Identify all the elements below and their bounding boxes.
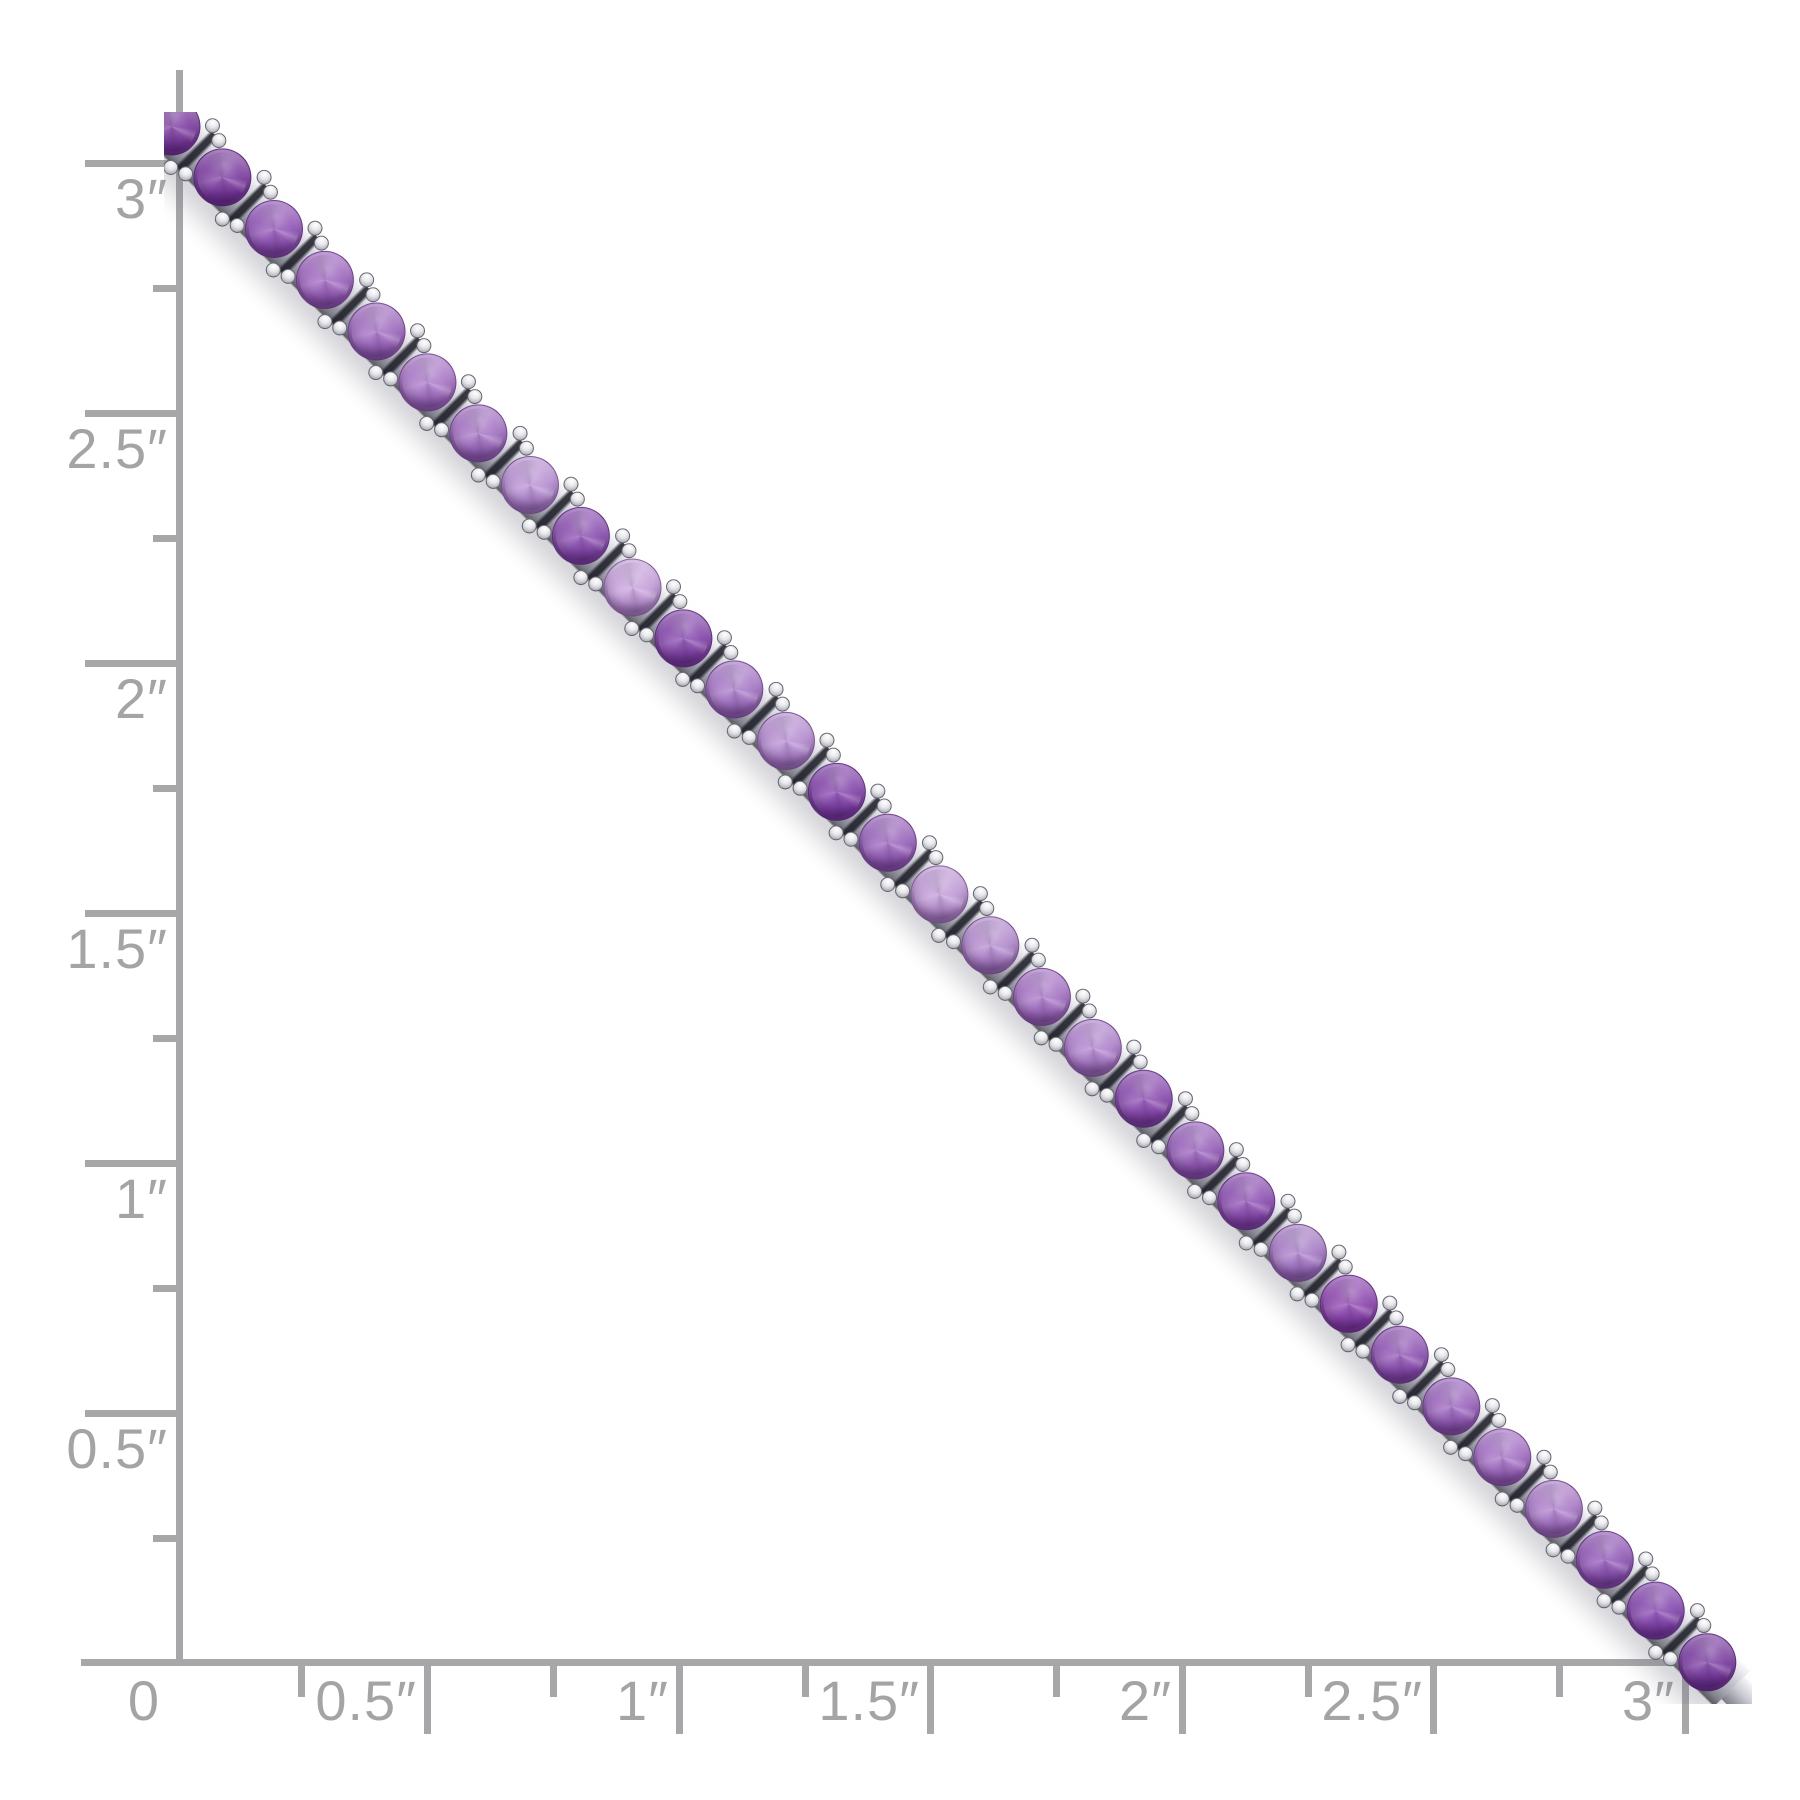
ruler-label: 1″ — [115, 1167, 168, 1230]
ruler-label: 1.5″ — [818, 1669, 920, 1732]
ruler-label: 0.5″ — [66, 1417, 168, 1480]
ruler-label: 2.5″ — [66, 417, 168, 480]
ruler-minor-tick — [802, 1659, 809, 1697]
ruler-minor-tick — [1305, 1659, 1312, 1697]
ruler-major-tick — [1682, 1659, 1689, 1734]
ruler-major-tick — [85, 910, 183, 917]
ruler-minor-tick — [153, 1035, 183, 1042]
ruler-label: 2″ — [115, 667, 168, 730]
ruler-label: 2″ — [1119, 1669, 1172, 1732]
ruler-label: 0 — [127, 1669, 160, 1732]
ruler-major-tick — [1179, 1659, 1186, 1734]
amethyst-bracelet — [164, 112, 1752, 1704]
ruler-major-tick — [85, 1160, 183, 1167]
ruler-minor-tick — [153, 535, 183, 542]
ruler-major-tick — [85, 410, 183, 417]
ruler-major-tick — [85, 660, 183, 667]
ruler-horizontal-line — [81, 1659, 1689, 1666]
ruler-vertical-line — [176, 70, 183, 1666]
ruler-major-tick — [927, 1659, 934, 1734]
ruler-minor-tick — [1556, 1659, 1563, 1697]
ruler-major-tick — [424, 1659, 431, 1734]
ruler-major-tick — [1430, 1659, 1437, 1734]
ruler-major-tick — [85, 1410, 183, 1417]
ruler-label: 0.5″ — [315, 1669, 417, 1732]
ruler-minor-tick — [153, 1535, 183, 1542]
ruler-minor-tick — [298, 1659, 305, 1697]
ruler-minor-tick — [1053, 1659, 1060, 1697]
ruler-label: 3″ — [115, 167, 168, 230]
ruler-minor-tick — [550, 1659, 557, 1697]
ruler-minor-tick — [153, 285, 183, 292]
ruler-minor-tick — [153, 1285, 183, 1292]
ruler-label: 2.5″ — [1321, 1669, 1423, 1732]
ruler-label: 1.5″ — [66, 917, 168, 980]
ruler-label: 3″ — [1622, 1669, 1675, 1732]
ruler-major-tick — [85, 160, 183, 167]
ruler-label: 1″ — [616, 1669, 669, 1732]
bracelet-photo — [164, 112, 1752, 1704]
ruler-major-tick — [676, 1659, 683, 1734]
ruler-minor-tick — [153, 785, 183, 792]
